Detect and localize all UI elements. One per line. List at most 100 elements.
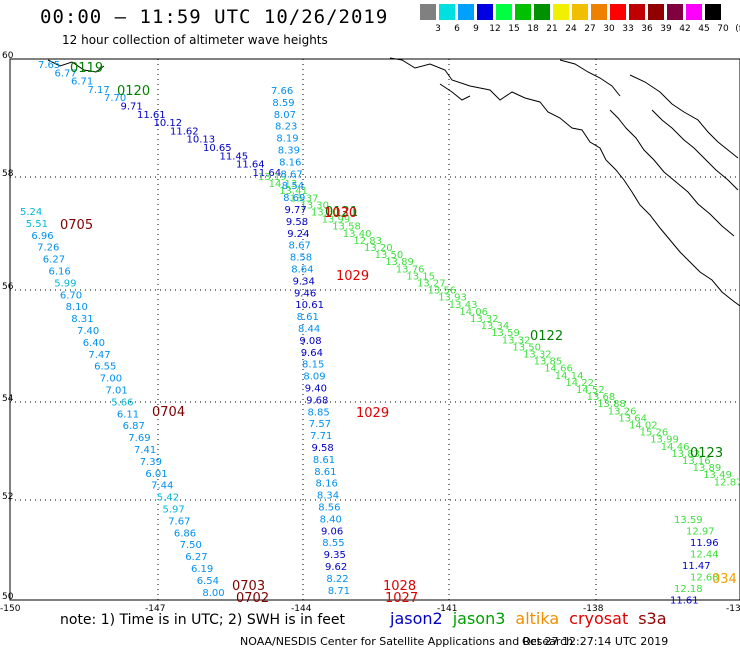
longitude-label: -13: [726, 604, 740, 614]
swh-value: 6.19: [191, 564, 213, 575]
swh-value: 9.62: [325, 562, 347, 573]
swh-value: 14.52: [576, 385, 605, 396]
swh-value: 8.54: [282, 181, 304, 192]
latitude-labels: 60 58 56 54 52 50: [2, 51, 14, 602]
swh-value: 8.00: [202, 588, 224, 599]
legend-s3a: s3a: [638, 609, 667, 628]
swh-value: 8.19: [276, 134, 298, 145]
colorbar-swatch: [686, 4, 702, 20]
swh-value: 7.47: [88, 350, 110, 361]
colorbar-swatch: [591, 4, 607, 20]
swh-value: 14.02: [629, 421, 658, 432]
swh-value: 6.54: [197, 576, 219, 587]
swh-value: 8.40: [320, 514, 342, 525]
swh-value: 13.37: [290, 193, 319, 204]
colorbar-label: 42: [679, 24, 691, 34]
longitude-labels: -150 -147 -144 -141 -138 -13: [0, 604, 740, 614]
latitude-label: 50: [2, 592, 14, 602]
pass-label: 0702: [236, 591, 269, 606]
pass-label: 1029: [356, 406, 389, 421]
pass-label: 0122: [530, 329, 563, 344]
swh-value: 8.56: [318, 503, 340, 514]
swh-value: 8.31: [71, 314, 93, 325]
colorbar-label: 33: [622, 24, 634, 34]
longitude-label: -147: [145, 604, 165, 614]
legend-altika: altika: [515, 609, 560, 628]
colorbar-label: (ft): [735, 24, 740, 34]
swh-value: 8.59: [272, 98, 294, 109]
swh-value: 13.41: [279, 186, 308, 197]
swh-value: 13.30: [300, 200, 329, 211]
swh-value: 8.39: [278, 146, 300, 157]
swh-value: 13.99: [322, 215, 351, 226]
swh-value: 6.71: [71, 77, 93, 88]
colorbar-swatch: [629, 4, 645, 20]
swh-value: 13.32: [523, 350, 552, 361]
swh-value: 8.61: [297, 312, 319, 323]
swh-value: 9.34: [293, 276, 315, 287]
swh-value: 6.27: [43, 255, 65, 266]
swh-value: 6.11: [117, 409, 139, 420]
legend-cryosat: cryosat: [569, 609, 629, 628]
swh-value: 7.66: [271, 86, 293, 97]
colorbar-label: 9: [473, 24, 479, 34]
swh-value: 9.64: [301, 348, 323, 359]
swh-value: 6.40: [83, 338, 105, 349]
swh-value: 13.20: [364, 243, 393, 254]
swh-value: 13.50: [375, 250, 404, 261]
colorbar-swatch: [420, 4, 436, 20]
swh-value: 9.06: [321, 526, 343, 537]
swh-value: 6.01: [145, 469, 167, 480]
swh-value: 8.16: [279, 157, 301, 168]
swh-value: 7.50: [180, 540, 202, 551]
swh-value: 8.64: [291, 265, 313, 276]
swh-value: 13.43: [449, 300, 478, 311]
swh-value: 9.46: [294, 288, 316, 299]
swh-value: 7.40: [77, 326, 99, 337]
colorbar-label: 3: [435, 24, 441, 34]
footer-note: note: 1) Time is in UTC; 2) SWH is in fe…: [60, 612, 346, 628]
swh-value: 7.65: [38, 60, 60, 71]
colorbar-swatch: [477, 4, 493, 20]
swh-value: 5.99: [54, 278, 76, 289]
satellite-legend: jason2 jason3 altika cryosat s3a: [390, 609, 677, 628]
swh-value: 6.16: [49, 267, 71, 278]
longitude-label: -138: [583, 604, 604, 614]
pass-label: 0121: [325, 205, 358, 220]
swh-value: 11.47: [682, 561, 711, 572]
latitude-label: 54: [2, 394, 14, 404]
colorbar-label: 45: [698, 24, 710, 34]
footer-timestamp: Oct 27 12:27:14 UTC 2019: [522, 635, 669, 648]
latitude-label: 52: [2, 492, 13, 502]
swh-value: 13.89: [693, 463, 722, 474]
longitude-label: -150: [0, 604, 21, 614]
swh-value: 8.55: [322, 538, 344, 549]
swh-value: 9.35: [324, 550, 346, 561]
swh-value: 13.50: [512, 342, 541, 353]
latitude-label: 58: [2, 169, 14, 179]
swh-value: 15.26: [640, 428, 669, 439]
swh-value: 8.69: [283, 193, 305, 204]
swh-value: 7.71: [310, 431, 332, 442]
swh-value: 12.18: [674, 584, 703, 595]
swh-value: 12.44: [690, 550, 719, 561]
colorbar-label: 36: [641, 24, 653, 34]
swh-value: 6.70: [60, 290, 82, 301]
swh-value: 14.14: [555, 371, 584, 382]
colorbar-swatch: [572, 4, 588, 20]
map-subtitle: 12 hour collection of altimeter wave hei…: [62, 33, 328, 47]
swh-value: 14.22: [565, 378, 594, 389]
swh-value: 8.61: [314, 467, 336, 478]
swh-value: 14.13: [269, 179, 298, 190]
swh-value: 13.26: [608, 406, 637, 417]
swh-value: 5.97: [163, 505, 185, 516]
colorbar-label: 12: [489, 24, 501, 34]
colorbar-swatch: [610, 4, 626, 20]
colorbar-label: 24: [565, 24, 577, 34]
swh-value: 12.68: [690, 573, 719, 584]
swh-value: 13.58: [332, 222, 361, 233]
pass-label: 0704: [152, 405, 185, 420]
swh-value: 6.96: [31, 231, 53, 242]
